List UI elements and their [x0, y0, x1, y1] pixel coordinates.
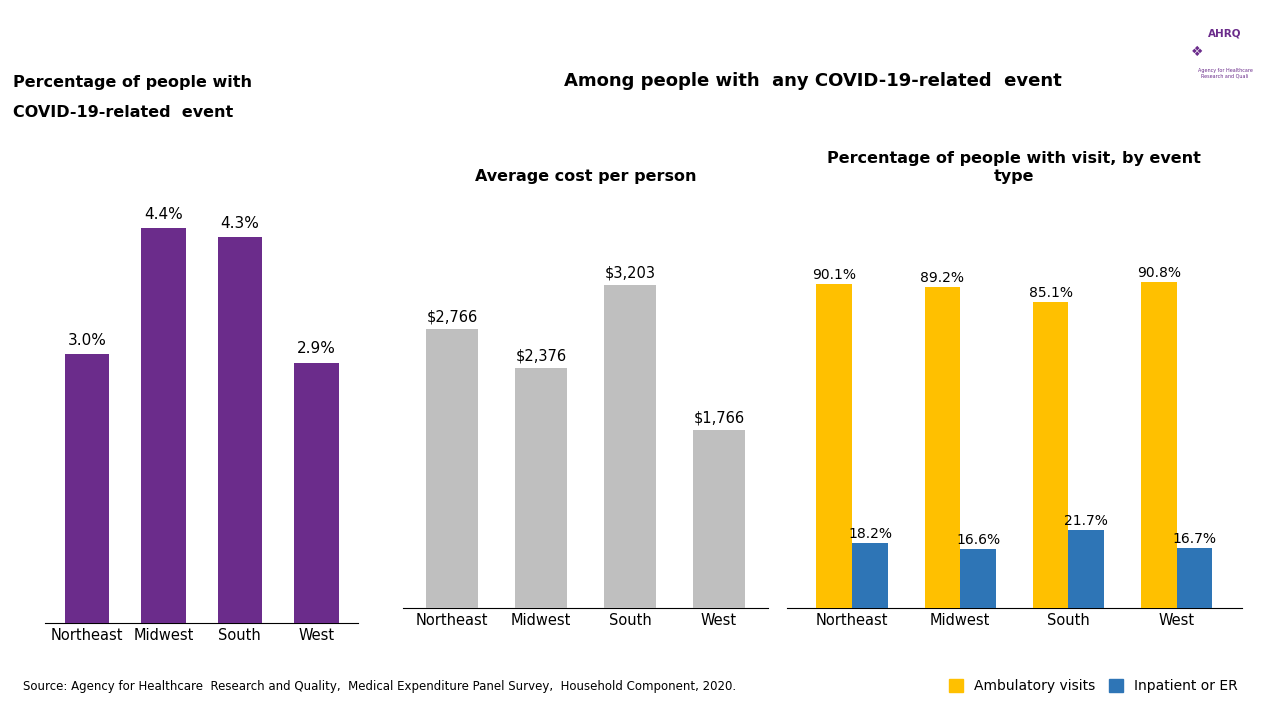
- Bar: [426, 329, 477, 608]
- Bar: [1140, 282, 1176, 608]
- Bar: [1069, 530, 1105, 608]
- Bar: [65, 354, 109, 623]
- Bar: [218, 237, 262, 623]
- Text: $2,376: $2,376: [516, 349, 567, 364]
- Bar: [960, 549, 996, 608]
- Text: 90.8%: 90.8%: [1137, 266, 1181, 280]
- Text: $1,766: $1,766: [694, 410, 745, 426]
- Text: 21.7%: 21.7%: [1065, 515, 1108, 528]
- Text: AHRQ: AHRQ: [1208, 28, 1242, 38]
- Bar: [694, 430, 745, 608]
- Text: 16.6%: 16.6%: [956, 533, 1000, 547]
- Text: 4.4%: 4.4%: [143, 207, 183, 222]
- Title: Average cost per person: Average cost per person: [475, 168, 696, 184]
- Text: 89.2%: 89.2%: [920, 271, 964, 285]
- Text: Figure 6. COVID-19 utilization and expenditures by region, 2020: Figure 6. COVID-19 utilization and expen…: [84, 45, 1042, 71]
- Text: 16.7%: 16.7%: [1172, 533, 1216, 546]
- Text: Percentage of people with: Percentage of people with: [14, 75, 252, 90]
- Text: 2.9%: 2.9%: [297, 341, 335, 356]
- Bar: [141, 228, 186, 623]
- Text: $2,766: $2,766: [426, 310, 477, 325]
- Text: 4.3%: 4.3%: [220, 216, 260, 231]
- Text: ❖: ❖: [1190, 45, 1203, 59]
- Bar: [924, 287, 960, 608]
- Bar: [852, 543, 888, 608]
- Text: COVID-19-related  event: COVID-19-related event: [14, 104, 234, 120]
- Text: 3.0%: 3.0%: [68, 333, 106, 348]
- Bar: [817, 284, 852, 608]
- FancyBboxPatch shape: [343, 95, 1280, 672]
- Text: 90.1%: 90.1%: [813, 269, 856, 282]
- Bar: [516, 369, 567, 608]
- Title: Percentage of people with visit, by event
type: Percentage of people with visit, by even…: [827, 151, 1202, 184]
- Text: Source: Agency for Healthcare  Research and Quality,  Medical Expenditure Panel : Source: Agency for Healthcare Research a…: [23, 680, 736, 693]
- Bar: [1033, 302, 1069, 608]
- Text: 85.1%: 85.1%: [1029, 287, 1073, 300]
- Text: Agency for Healthcare
Research and Quali: Agency for Healthcare Research and Quali: [1198, 68, 1252, 78]
- Legend: Ambulatory visits, Inpatient or ER: Ambulatory visits, Inpatient or ER: [943, 674, 1244, 698]
- Text: 18.2%: 18.2%: [847, 527, 892, 541]
- Text: $3,203: $3,203: [604, 266, 655, 280]
- Text: Among people with  any COVID-19-related  event: Among people with any COVID-19-related e…: [564, 73, 1061, 90]
- Bar: [1176, 549, 1212, 608]
- Bar: [604, 285, 655, 608]
- Bar: [294, 363, 338, 623]
- Ellipse shape: [1152, 29, 1280, 128]
